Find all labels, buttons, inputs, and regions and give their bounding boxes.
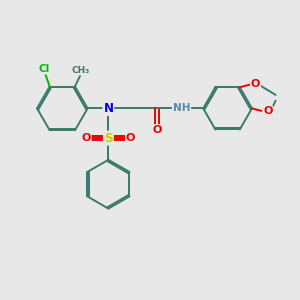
Text: O: O [263,106,272,116]
Text: CH₃: CH₃ [72,66,90,75]
Text: O: O [251,79,260,89]
Text: O: O [81,133,91,143]
Text: NH: NH [173,103,190,113]
Text: O: O [152,125,162,135]
Text: O: O [126,133,135,143]
Text: S: S [104,132,113,145]
Text: Cl: Cl [38,64,50,74]
Text: N: N [103,102,113,115]
